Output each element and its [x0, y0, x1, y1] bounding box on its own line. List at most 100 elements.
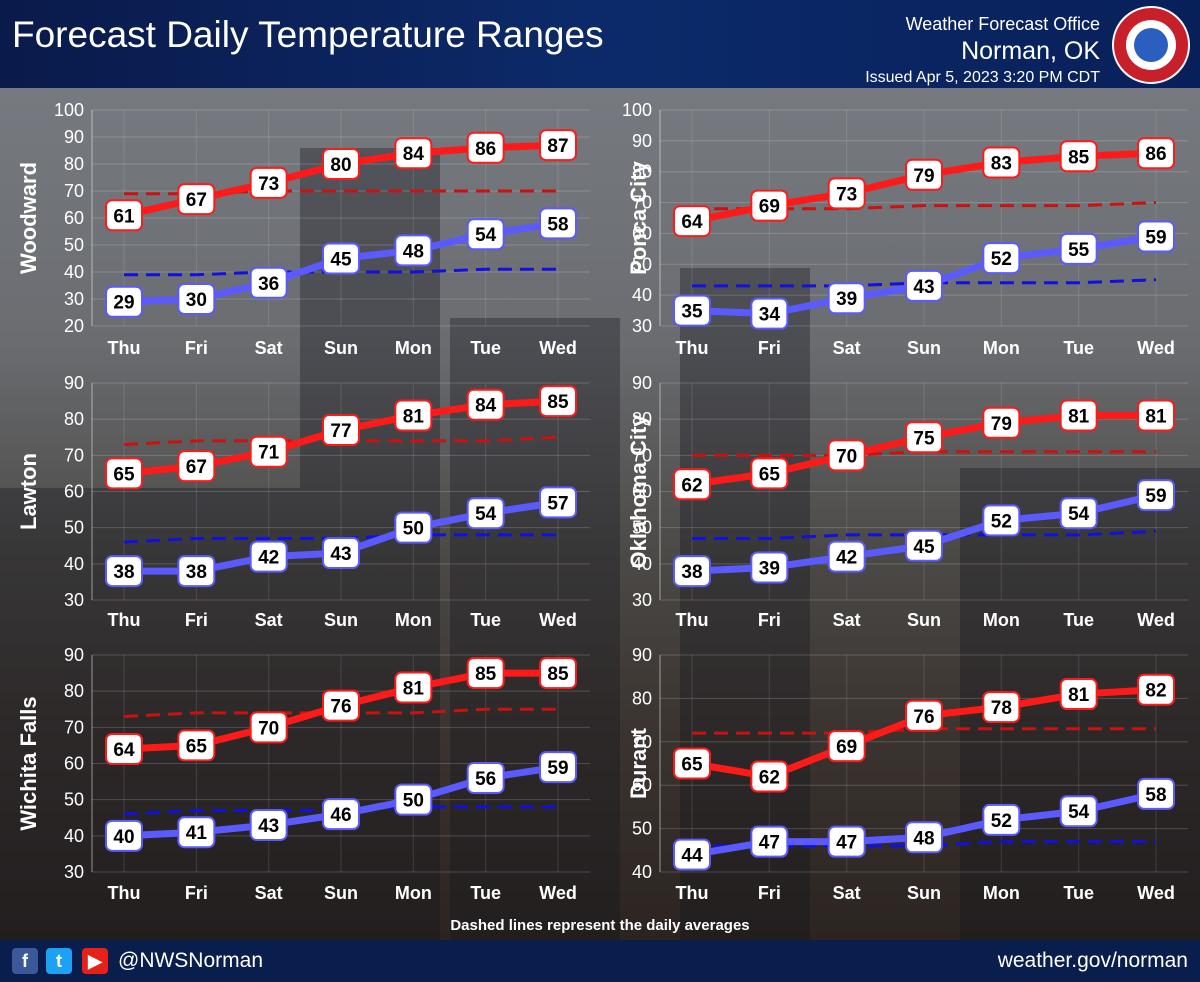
low-temperature-marker [905, 529, 943, 562]
y-tick-label: 60 [64, 208, 84, 228]
footer-bar: f t ▶ @NWSNorman weather.gov/norman [0, 940, 1200, 982]
x-tick-label: Wed [1137, 883, 1175, 903]
high-temperature-label: 79 [991, 414, 1012, 435]
low-temperature-marker [539, 751, 577, 784]
average-low-line [124, 267, 558, 277]
low-temperature-marker [322, 536, 360, 569]
website-link[interactable]: weather.gov/norman [997, 949, 1188, 972]
x-tick-label: Sun [907, 610, 941, 630]
low-temperature-label: 55 [1068, 240, 1090, 261]
high-temperature-label: 69 [836, 737, 857, 758]
low-temperature-label: 54 [1068, 802, 1090, 823]
high-temperature-marker [394, 671, 433, 704]
high-temperature-marker [750, 760, 789, 793]
city-label: Woodward [16, 162, 41, 274]
high-temperature-marker [673, 747, 711, 780]
low-temperature-marker [673, 838, 711, 871]
x-tick-label: Sat [833, 883, 861, 903]
low-temperature-marker [1137, 777, 1175, 810]
high-temperature-label: 81 [403, 407, 425, 428]
high-temperature-label: 65 [759, 464, 781, 485]
low-temperature-marker [750, 551, 789, 584]
high-temperature-marker [750, 189, 789, 222]
x-tick-label: Tue [470, 338, 501, 358]
low-temperature-marker [105, 555, 143, 588]
high-temperature-label: 65 [681, 755, 703, 776]
x-tick-label: Mon [983, 610, 1020, 630]
x-tick-label: Fri [758, 338, 781, 358]
low-temperature-label: 41 [186, 823, 208, 844]
low-temperature-marker [982, 504, 1021, 537]
high-temperature-label: 85 [475, 664, 497, 685]
low-temperature-label: 46 [330, 805, 351, 826]
x-tick-label: Mon [395, 610, 432, 630]
low-temperature-marker [982, 242, 1021, 275]
high-temperature-label: 64 [113, 740, 135, 761]
low-temperature-marker [905, 821, 943, 854]
low-temperature-label: 45 [913, 537, 935, 558]
low-temperature-marker [466, 497, 505, 530]
low-temperature-label: 38 [113, 562, 134, 583]
y-tick-label: 40 [632, 285, 652, 305]
y-tick-label: 70 [64, 717, 84, 737]
high-temperature-label: 81 [1145, 407, 1167, 428]
low-temperature-marker [177, 555, 216, 588]
high-temperature-label: 76 [913, 707, 934, 728]
low-temperature-label: 50 [403, 791, 424, 812]
twitter-icon[interactable]: t [46, 948, 72, 974]
high-temperature-marker [177, 183, 216, 216]
x-tick-label: Sat [255, 883, 283, 903]
low-temperature-label: 54 [475, 225, 497, 246]
high-temperature-marker [322, 689, 360, 722]
low-temperature-label: 30 [186, 290, 207, 311]
x-tick-label: Fri [185, 338, 208, 358]
issued-timestamp: Issued Apr 5, 2023 3:20 PM CDT [865, 69, 1100, 86]
high-temperature-label: 79 [913, 166, 934, 187]
y-tick-label: 70 [64, 181, 84, 201]
social-handle[interactable]: @NWSNorman [118, 949, 264, 972]
low-temperature-label: 39 [836, 289, 857, 310]
low-temperature-label: 38 [681, 562, 702, 583]
low-temperature-label: 59 [547, 758, 568, 779]
low-temperature-label: 52 [991, 249, 1012, 270]
low-temperature-label: 35 [681, 302, 703, 323]
youtube-icon[interactable]: ▶ [82, 948, 108, 974]
low-temperature-label: 48 [403, 241, 424, 262]
low-temperature-label: 39 [759, 558, 780, 579]
y-tick-label: 60 [632, 482, 652, 502]
high-temperature-marker [322, 148, 360, 180]
low-temperature-marker [249, 540, 288, 573]
high-temperature-label: 70 [836, 446, 857, 467]
y-tick-label: 50 [632, 518, 652, 538]
chart-panel-lawton: 30 40 50 60 70 80 90 Thu Fri Sat Sun Mon Tue Wed Lawto… [16, 373, 590, 630]
office-label: Weather Forecast Office [905, 14, 1100, 34]
x-tick-label: Tue [1063, 610, 1094, 630]
y-tick-label: 80 [64, 681, 84, 701]
high-temperature-marker [827, 177, 866, 210]
facebook-icon[interactable]: f [12, 948, 38, 974]
chart-panel-oklahoma-city: 30 40 50 60 70 80 90 Thu Fri Sat Sun Mon Tue Wed Oklah… [626, 373, 1188, 630]
low-temperature-marker [466, 218, 505, 251]
y-tick-label: 30 [64, 862, 84, 882]
low-temperature-label: 44 [681, 846, 703, 867]
low-temperature-marker [673, 294, 711, 327]
y-tick-label: 30 [632, 590, 652, 610]
high-temperature-label: 85 [547, 392, 569, 413]
low-temperature-marker [394, 234, 433, 267]
y-tick-label: 70 [632, 445, 652, 465]
chart-panel-durant: 40 50 60 70 80 90 Thu Fri Sat Sun Mon Tue Wed Durant 6… [626, 645, 1188, 903]
high-temperature-label: 65 [186, 736, 208, 757]
low-temperature-label: 29 [113, 293, 134, 314]
high-temperature-marker [1137, 399, 1175, 432]
city-label: Lawton [16, 453, 41, 530]
high-temperature-marker [982, 406, 1021, 439]
high-temperature-label: 82 [1145, 681, 1166, 702]
chart-panel-woodward: 20 30 40 50 60 70 80 90 100 Thu Fri Sat Sun Mon Tue Wed… [16, 100, 590, 358]
low-temperature-marker [827, 825, 866, 858]
low-temperature-label: 56 [475, 769, 496, 790]
high-temperature-label: 84 [475, 396, 497, 417]
chart-panel-wichita-falls: 30 40 50 60 70 80 90 Thu Fri Sat Sun Mon Tue Wed Wichi… [16, 645, 590, 903]
high-temperature-label: 71 [258, 443, 280, 464]
low-temperature-marker [750, 825, 789, 858]
